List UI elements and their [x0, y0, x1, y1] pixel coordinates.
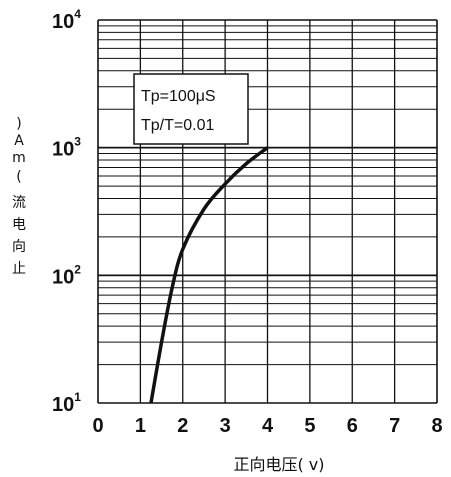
x-tick-label: 7: [389, 415, 400, 437]
x-tick-label: 1: [135, 415, 146, 437]
data-series-line: [149, 146, 269, 404]
y-tick-label: 101: [52, 390, 81, 416]
y-tick-label: 104: [52, 7, 81, 33]
x-tick-label: 3: [220, 415, 231, 437]
y-tick-labels: 101 102 103 104: [52, 7, 81, 416]
x-tick-label: 0: [92, 415, 103, 437]
x-tick-label: 5: [304, 415, 315, 437]
x-tick-labels: 0 1 2 3 4 5 6 7 8: [92, 415, 442, 437]
y-axis-label-char: 向: [12, 239, 26, 255]
y-tick-label: 103: [52, 135, 81, 161]
x-tick-label: 4: [262, 415, 274, 437]
y-axis-label-char: 电: [12, 217, 26, 233]
annotation-line-1: Tp=100μS: [141, 88, 216, 105]
annotation-box: [133, 73, 249, 145]
x-tick-label: 6: [347, 415, 358, 437]
x-tick-label: 2: [177, 415, 188, 437]
x-axis-label: 正向电压( v): [233, 455, 324, 474]
grid: [97, 19, 438, 404]
annotation-line-2: Tp/T=0.01: [141, 117, 214, 134]
x-tick-label: 8: [431, 415, 442, 437]
y-axis-label-char: (: [16, 169, 21, 185]
y-tick-label: 102: [52, 262, 81, 288]
y-axis-label-char: 止: [12, 261, 26, 277]
y-axis-label-char: m: [12, 150, 26, 166]
y-axis-label-char: ): [16, 116, 21, 132]
y-axis-label-char: A: [14, 133, 24, 149]
y-axis-label-char: 流: [12, 195, 26, 211]
